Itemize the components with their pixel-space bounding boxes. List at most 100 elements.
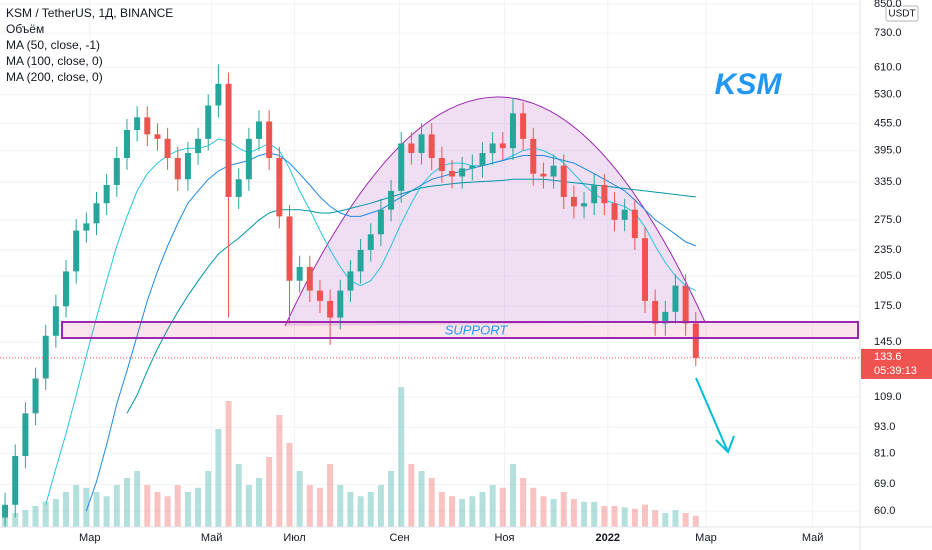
volume-bar bbox=[103, 496, 110, 527]
candle-body bbox=[93, 203, 100, 224]
volume-bar bbox=[184, 492, 191, 527]
volume-bar bbox=[388, 471, 395, 527]
candle-body bbox=[63, 271, 70, 307]
volume-bar bbox=[611, 506, 618, 527]
candle-body bbox=[367, 234, 374, 250]
grid bbox=[0, 0, 860, 527]
candle-body bbox=[103, 184, 110, 204]
volume-bar bbox=[449, 496, 456, 527]
candle-body bbox=[560, 165, 567, 197]
candle-body bbox=[225, 83, 232, 197]
volume-bar bbox=[195, 487, 202, 527]
candle-body bbox=[601, 184, 608, 204]
candle-body bbox=[662, 311, 669, 324]
candle-body bbox=[83, 223, 90, 231]
volume-bar bbox=[581, 501, 588, 527]
volume-bar bbox=[469, 496, 476, 527]
candle-body bbox=[459, 168, 466, 177]
volume-bar bbox=[398, 387, 405, 527]
x-tick-label: Май bbox=[802, 532, 824, 544]
volume-bar bbox=[164, 496, 171, 527]
volume-bar bbox=[113, 485, 120, 527]
volume-bar bbox=[63, 492, 70, 527]
volume-bar bbox=[621, 507, 628, 527]
ksm-label: KSM bbox=[715, 68, 783, 101]
volume-bar bbox=[12, 513, 19, 527]
volume-bar bbox=[377, 485, 384, 527]
volume-bar bbox=[682, 513, 689, 527]
candle-body bbox=[509, 113, 516, 149]
candle-body bbox=[611, 203, 618, 220]
y-tick-label: 60.0 bbox=[874, 505, 895, 517]
candle-body bbox=[469, 165, 476, 169]
candle-body bbox=[652, 300, 659, 324]
volume-bar bbox=[652, 510, 659, 527]
x-tick-label: 2022 bbox=[596, 532, 620, 544]
candle-body bbox=[52, 306, 59, 336]
volume-bar bbox=[93, 492, 100, 527]
candle-body bbox=[621, 209, 628, 220]
candles bbox=[2, 64, 699, 528]
candle-body bbox=[377, 209, 384, 235]
volume-bar bbox=[367, 492, 374, 527]
candle-body bbox=[113, 157, 120, 185]
y-tick-label: 81.0 bbox=[874, 448, 895, 460]
candle-body bbox=[347, 271, 354, 291]
candle-body bbox=[438, 157, 445, 172]
volume-bar bbox=[642, 504, 648, 527]
candle-body bbox=[316, 290, 323, 301]
volume-bar bbox=[520, 478, 527, 527]
candle-body bbox=[22, 413, 29, 457]
volume-bar bbox=[428, 478, 435, 527]
y-tick-label: 395.0 bbox=[874, 144, 902, 156]
volume-bar bbox=[479, 492, 486, 527]
y-tick-label: 109.0 bbox=[874, 391, 902, 403]
candle-body bbox=[144, 117, 151, 135]
candle-body bbox=[479, 153, 486, 166]
ma-line bbox=[45, 138, 697, 505]
volume-bar bbox=[631, 508, 638, 527]
candle-body bbox=[581, 203, 588, 207]
x-tick-label: Мар bbox=[79, 532, 101, 544]
legend: KSM / TetherUS, 1Д, BINANCE Объём MA (50… bbox=[6, 6, 173, 84]
candle-body bbox=[530, 138, 537, 174]
candle-body bbox=[682, 285, 689, 324]
candle-body bbox=[154, 134, 161, 139]
candle-body bbox=[73, 230, 80, 272]
x-tick-label: Июл bbox=[283, 532, 305, 544]
x-tick-label: Май bbox=[201, 532, 223, 544]
candle-body bbox=[195, 138, 202, 154]
volume-bar bbox=[276, 415, 283, 527]
volume-bar bbox=[296, 471, 303, 527]
volume-bar bbox=[235, 464, 242, 527]
volume-bar bbox=[601, 506, 608, 527]
x-tick-label: Сен bbox=[389, 532, 409, 544]
candle-body bbox=[235, 179, 242, 197]
indicator: MA (50, close, -1) bbox=[6, 38, 100, 52]
y-tick-label: 205.0 bbox=[874, 270, 902, 282]
volume-bar bbox=[52, 499, 59, 527]
candle-body bbox=[388, 190, 395, 210]
volume-bar bbox=[83, 487, 90, 527]
candle-body bbox=[337, 290, 344, 318]
countdown: 05:39:13 bbox=[874, 365, 917, 377]
candle-body bbox=[357, 249, 364, 272]
candle-body bbox=[398, 143, 405, 191]
candle-body bbox=[489, 143, 496, 154]
volume-bar bbox=[245, 485, 252, 527]
volume-bar bbox=[316, 487, 323, 527]
price-label-box bbox=[861, 348, 932, 379]
volume-bar bbox=[550, 499, 557, 527]
candle-body bbox=[2, 504, 9, 518]
ma-line bbox=[126, 178, 696, 414]
volume-bar bbox=[692, 515, 699, 527]
candle-body bbox=[692, 323, 699, 358]
volume-bar bbox=[408, 464, 415, 527]
arrow-line bbox=[695, 377, 729, 453]
support-zone bbox=[61, 321, 859, 339]
volume-bar bbox=[154, 492, 161, 527]
volume-bar bbox=[337, 485, 344, 527]
candle-body bbox=[499, 143, 506, 149]
